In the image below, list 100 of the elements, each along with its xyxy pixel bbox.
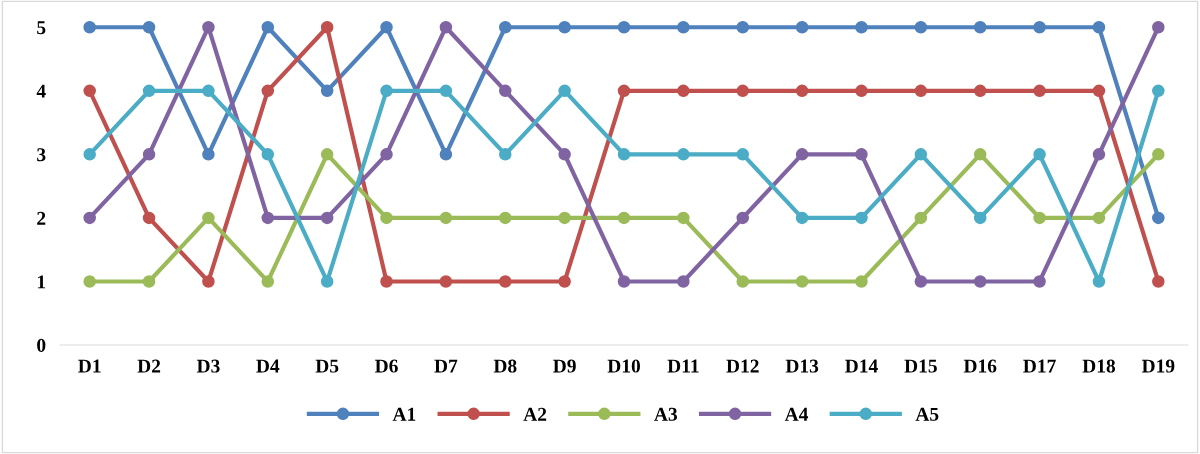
point: [202, 20, 215, 34]
point: [142, 148, 156, 161]
point: [320, 84, 334, 98]
point: [795, 84, 809, 98]
point: [1152, 84, 1165, 98]
point: [795, 211, 809, 225]
x-tick-label: D16: [963, 359, 997, 373]
point: [499, 20, 512, 34]
point: [261, 211, 275, 225]
point: [795, 20, 809, 34]
point: [380, 84, 393, 98]
point: [1033, 20, 1046, 34]
point: [83, 211, 96, 225]
point: [142, 20, 156, 34]
x-tick-label: D7: [434, 359, 458, 373]
point: [973, 275, 987, 288]
point: [914, 211, 928, 225]
point: [380, 148, 393, 161]
point: [736, 84, 749, 98]
x-tick-label: D13: [785, 359, 819, 373]
point: [736, 211, 749, 225]
point: [617, 211, 631, 225]
point: [439, 148, 453, 161]
point: [499, 84, 512, 98]
point: [558, 211, 571, 225]
x-tick-label: D11: [667, 359, 699, 373]
point: [1033, 148, 1046, 161]
x-tick-label: D9: [553, 359, 576, 373]
point: [617, 84, 631, 98]
legend-label: A4: [784, 407, 809, 421]
point: [320, 20, 334, 34]
point: [261, 20, 275, 34]
point: [261, 275, 275, 288]
legend-label: A3: [654, 407, 678, 421]
x-tick-label: D18: [1082, 359, 1116, 373]
point: [320, 148, 334, 161]
point: [795, 275, 809, 288]
point: [914, 84, 928, 98]
y-tick-label: 1: [37, 275, 46, 289]
point: [142, 211, 156, 225]
point: [439, 275, 453, 288]
point: [914, 275, 928, 288]
point: [380, 275, 393, 288]
point: [617, 20, 631, 34]
point: [677, 275, 690, 288]
point: [83, 275, 96, 288]
legend-label: A5: [915, 407, 939, 421]
legend-label: A1: [392, 407, 416, 421]
point: [380, 211, 393, 225]
point: [380, 20, 393, 34]
point: [320, 275, 334, 288]
y-tick-label: 3: [37, 148, 46, 162]
point: [320, 211, 334, 225]
point: [499, 148, 512, 161]
point: [973, 148, 987, 161]
point: [558, 84, 571, 98]
point: [795, 148, 809, 161]
point: [736, 275, 749, 288]
point: [202, 275, 215, 288]
x-tick-label: D19: [1141, 359, 1175, 373]
point: [83, 84, 96, 98]
point: [439, 211, 453, 225]
point: [617, 148, 631, 161]
point: [202, 84, 215, 98]
x-tick-label: D5: [315, 359, 339, 373]
y-tick-label: 0: [37, 338, 46, 352]
x-tick-label: D2: [137, 359, 161, 373]
y-tick-label: 5: [37, 21, 46, 35]
point: [202, 148, 215, 161]
point: [261, 84, 275, 98]
x-tick-label: D10: [607, 359, 640, 373]
y-tick-label: 4: [36, 84, 46, 98]
point: [1092, 275, 1106, 288]
point: [736, 148, 749, 161]
point: [558, 148, 571, 161]
point: [1033, 211, 1046, 225]
point: [1033, 84, 1046, 98]
point: [914, 148, 928, 161]
point: [439, 84, 453, 98]
point: [558, 20, 571, 34]
point: [855, 20, 868, 34]
point: [1152, 275, 1165, 288]
point: [1152, 211, 1165, 225]
x-tick-label: D17: [1023, 359, 1056, 373]
point: [499, 211, 512, 225]
point: [973, 211, 987, 225]
point: [83, 148, 96, 161]
point: [1092, 84, 1106, 98]
point: [677, 211, 690, 225]
point: [558, 275, 571, 288]
point: [202, 211, 215, 225]
x-tick-label: D4: [256, 359, 280, 373]
x-tick-label: D3: [196, 359, 220, 373]
x-tick-label: D15: [904, 359, 937, 373]
point: [973, 20, 987, 34]
point: [973, 84, 987, 98]
point: [142, 275, 156, 288]
point: [1152, 20, 1165, 34]
point: [677, 20, 690, 34]
x-tick-label: D6: [374, 359, 398, 373]
